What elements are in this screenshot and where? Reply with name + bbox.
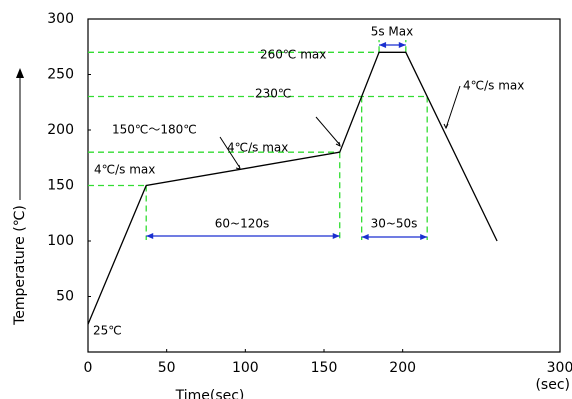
x-tick-label: 150 — [311, 360, 338, 376]
y-axis-label: Temperature (℃) — [12, 205, 28, 326]
pointer — [443, 123, 449, 130]
y-tick-label: 250 — [47, 67, 74, 83]
pointer — [335, 141, 341, 147]
x-tick-label: 50 — [158, 360, 176, 376]
annotation: 4℃/s max — [227, 141, 288, 155]
plot-frame — [87, 18, 561, 353]
y-tick-label: 100 — [47, 233, 74, 249]
profile-line — [87, 51, 498, 325]
annotation: 5s Max — [371, 25, 414, 39]
y-tick-label: 150 — [47, 178, 74, 194]
annotation: 150℃～180℃ — [112, 123, 197, 137]
x-tick-label: 100 — [232, 360, 259, 376]
x-axis-label: Time(sec) — [175, 388, 245, 399]
pointer — [315, 116, 341, 146]
pointer — [219, 136, 241, 169]
x-tick-label: 200 — [389, 360, 416, 376]
annotation: 30~50s — [371, 217, 418, 231]
arrow-head — [379, 42, 406, 48]
y-tick-label: 300 — [47, 11, 74, 27]
arrow-head — [361, 234, 428, 240]
annotation: 4℃/s max — [463, 79, 524, 93]
annotation: 60~120s — [215, 217, 269, 231]
annotation: 4℃/s max — [94, 163, 155, 177]
x-tick-label: 300 — [547, 360, 572, 376]
y-arrow-head — [16, 68, 24, 78]
annotation: 230℃ — [255, 87, 291, 101]
y-tick-label: 200 — [47, 122, 74, 138]
pointer — [445, 85, 461, 129]
pointer — [235, 164, 241, 170]
x-tick-label: 0 — [84, 360, 93, 376]
annotation: 260℃ max — [260, 48, 326, 62]
y-tick-label: 50 — [56, 289, 74, 305]
annotation: 25℃ — [93, 324, 122, 338]
x-unit: (sec) — [535, 377, 570, 393]
